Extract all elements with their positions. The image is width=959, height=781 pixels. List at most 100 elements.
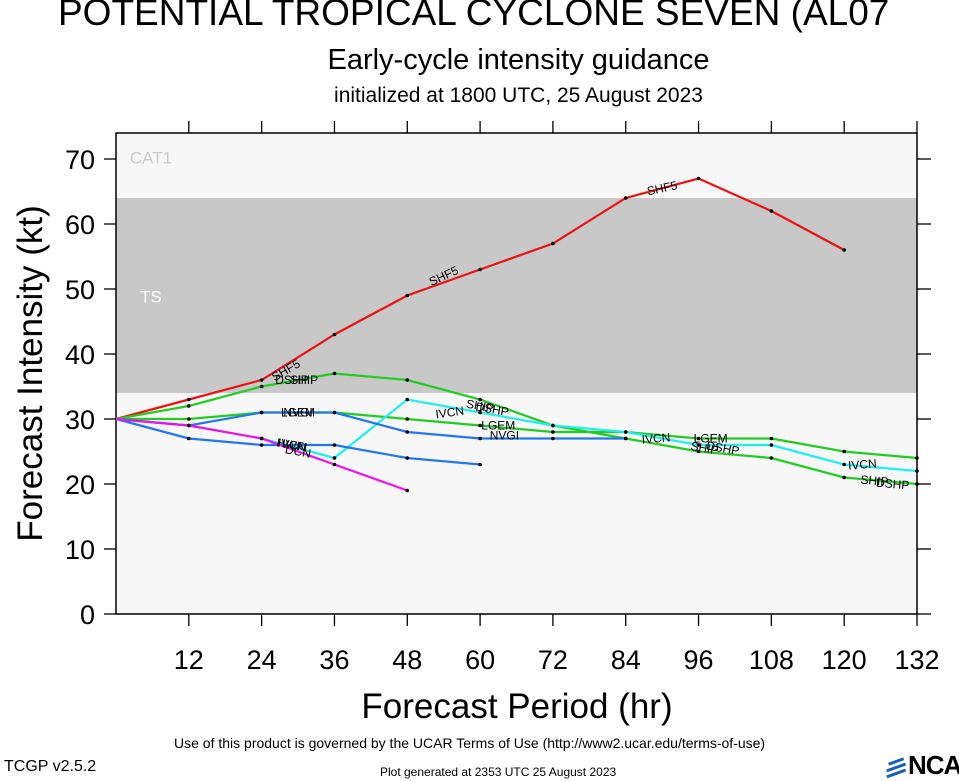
x-tick-label: 72: [538, 645, 568, 675]
data-point-shf5: [551, 241, 555, 246]
data-point-shf5: [478, 267, 482, 272]
data-point-hwfi: [332, 443, 337, 447]
data-point-dshp: [259, 384, 264, 389]
series-label-lgem: LGEM: [481, 419, 515, 433]
chart-title: POTENTIAL TROPICAL CYCLONE SEVEN (AL07: [58, 0, 890, 33]
data-point-dshp: [915, 482, 919, 486]
x-tick-label: 132: [894, 645, 939, 675]
series-label-ship: SHIP: [465, 397, 495, 416]
x-axis-label: Forecast Period (hr): [361, 687, 672, 726]
band-label-ts: TS: [140, 288, 162, 307]
data-point-lgem: [478, 423, 482, 428]
series-label-ivcn: IVCN: [847, 456, 877, 472]
data-point-shf5: [623, 196, 628, 200]
data-point-nvgi: [623, 436, 628, 441]
series-label-ship: SHIP: [290, 373, 318, 387]
data-point-dcn: [405, 488, 410, 493]
series-label-dshp: DSHP: [876, 476, 910, 493]
series-line-hwfi: [115, 417, 481, 466]
y-tick-label: 20: [65, 470, 95, 500]
data-point-shf5: [405, 293, 410, 298]
series-label-hwfi: HWFI: [276, 435, 309, 454]
data-point-hwfi: [259, 443, 264, 447]
data-point-ivcn: [769, 443, 774, 447]
y-tick-label: 30: [65, 405, 95, 435]
band-label-cat1: CAT1: [130, 149, 172, 168]
initialized-time: initialized at 1800 UTC, 25 August 2023: [334, 84, 703, 107]
series-label-shf5: SHF5: [646, 178, 679, 198]
data-point-ivcn: [623, 430, 628, 434]
series-label-dcn: DCN: [284, 442, 312, 460]
series-label-dshp: DSHP: [275, 373, 308, 387]
series-label-nvgi: NVGI: [490, 428, 519, 442]
x-tick-label: 48: [392, 645, 422, 675]
data-point-ivcn: [478, 410, 482, 415]
x-tick-label: 108: [749, 645, 794, 675]
x-tick-label: 12: [174, 645, 204, 675]
data-point-lgem: [696, 436, 701, 441]
series-line-nvgi: [115, 411, 626, 440]
version-label: TCGP v2.5.2: [4, 758, 97, 775]
data-point-hwfi: [405, 456, 410, 460]
data-point-ivcn: [332, 456, 337, 460]
data-point-dshp: [478, 397, 482, 402]
data-point-nvgi: [332, 410, 337, 415]
data-point-dshp: [842, 475, 846, 480]
data-point-lgem: [551, 430, 555, 434]
series-label-dshp: DSHP: [475, 399, 510, 419]
data-point-shf5: [332, 332, 337, 337]
y-tick-label: 50: [65, 275, 95, 305]
data-point-lgem: [842, 449, 846, 454]
x-tick-label: 84: [611, 645, 641, 675]
data-point-shf5: [187, 397, 191, 402]
data-point-dshp: [769, 456, 774, 460]
x-tick-label: 24: [247, 645, 277, 675]
ncar-logo-text: NCAR: [908, 750, 959, 780]
series-label-lgem: LGEM: [694, 432, 728, 446]
ncar-logo-icon: [886, 757, 907, 779]
data-point-hwfi: [478, 462, 482, 467]
data-point-lgem: [187, 417, 191, 421]
data-point-lgem: [915, 456, 919, 460]
x-tick-label: 96: [684, 645, 714, 675]
data-point-shf5: [769, 209, 774, 213]
data-point-shf5: [696, 176, 701, 181]
plot-frame: [115, 132, 918, 615]
data-point-lgem: [405, 417, 410, 421]
intensity-band-ts: [116, 198, 917, 393]
y-tick-label: 60: [65, 210, 95, 240]
chart-subtitle: Early-cycle intensity guidance: [327, 44, 710, 76]
data-point-lgem: [769, 436, 774, 441]
data-point-dshp: [405, 378, 410, 382]
data-point-ivcn: [405, 397, 410, 402]
series-label-ivcn: IVCN: [277, 436, 308, 455]
y-tick-label: 40: [65, 340, 95, 370]
data-point-nvgi: [478, 436, 482, 441]
data-point-dshp: [187, 404, 191, 408]
data-point-shf5: [259, 378, 264, 382]
series-label-dshp: DSHP: [705, 438, 740, 458]
intensity-band-cat1: [116, 133, 917, 198]
generated-timestamp: Plot generated at 2353 UTC 25 August 202…: [380, 765, 617, 779]
data-point-dcn: [187, 423, 191, 428]
data-point-ivcn: [696, 443, 701, 447]
data-point-ivcn: [551, 423, 555, 428]
data-point-dshp: [696, 449, 701, 454]
data-point-hwfi: [187, 436, 191, 441]
series-line-dshp: [115, 372, 918, 486]
x-tick-label: 120: [822, 645, 867, 675]
data-point-ivcn: [842, 462, 846, 467]
data-point-dcn: [332, 462, 337, 467]
series-label-ivcn: IVCN: [435, 404, 465, 422]
series-label-ship: SHIP: [860, 473, 889, 489]
data-point-dcn: [259, 436, 264, 441]
data-point-nvgi: [551, 436, 555, 441]
data-point-dshp: [332, 371, 337, 376]
x-tick-label: 60: [465, 645, 495, 675]
data-point-ivcn: [915, 469, 919, 473]
y-tick-label: 0: [80, 600, 95, 630]
data-point-nvgi: [259, 410, 264, 415]
data-point-shf5: [842, 248, 846, 252]
y-axis-label: Forecast Intensity (kt): [11, 205, 50, 541]
y-tick-label: 10: [65, 535, 95, 565]
